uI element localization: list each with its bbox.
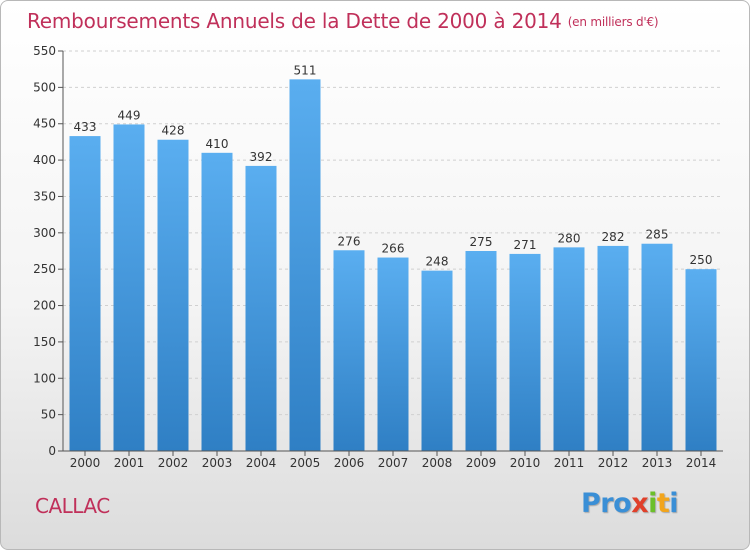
bar-value-label: 428 — [162, 124, 185, 138]
bar — [377, 257, 409, 451]
bar — [69, 136, 101, 451]
bar-value-label: 276 — [338, 234, 361, 248]
bar — [157, 139, 189, 451]
logo-letter: x — [631, 488, 649, 519]
y-tick-label: 200 — [33, 299, 56, 313]
bar-value-label: 449 — [118, 108, 141, 122]
x-tick-label: 2001 — [114, 456, 145, 470]
x-tick-label: 2002 — [158, 456, 189, 470]
logo-letter: P — [581, 488, 601, 519]
bar-value-label: 285 — [646, 228, 669, 242]
y-axis-ticks: 0 50 100 150 200 250 300 350 400 450 500 550 — [33, 44, 63, 458]
bar — [509, 253, 541, 451]
chart-unit: (en milliers d'€) — [567, 15, 659, 29]
x-tick-label: 2006 — [334, 456, 365, 470]
bar — [289, 79, 321, 451]
city-name: CALLAC — [35, 494, 110, 518]
y-tick-label: 500 — [33, 80, 56, 94]
chart-title: Remboursements Annuels de la Dette de 20… — [27, 9, 659, 33]
bar-value-label: 392 — [250, 150, 273, 164]
bars: 433 449 428 410 392 511 276 266 248 275 271 280 282 2… — [69, 63, 717, 452]
proxiti-logo: Proxiti — [581, 488, 679, 519]
bar-value-label: 250 — [690, 253, 713, 267]
bar-value-label: 275 — [470, 235, 493, 249]
y-tick-label: 0 — [48, 444, 56, 458]
bar — [465, 251, 497, 451]
bar-value-label: 280 — [558, 231, 581, 245]
x-axis-ticks: 2000 2001 2002 2003 2004 2005 2006 2007 2008 2009… — [70, 451, 717, 470]
bar-value-label: 282 — [602, 230, 625, 244]
bar — [641, 243, 673, 451]
bar — [201, 152, 233, 451]
x-tick-label: 2008 — [422, 456, 453, 470]
bar-value-label: 410 — [206, 137, 229, 151]
x-tick-label: 2007 — [378, 456, 409, 470]
bar — [685, 269, 717, 451]
x-tick-label: 2013 — [642, 456, 673, 470]
bar — [113, 124, 145, 452]
x-tick-label: 2011 — [554, 456, 585, 470]
x-tick-label: 2012 — [598, 456, 629, 470]
bar — [597, 245, 629, 451]
y-tick-label: 150 — [33, 335, 56, 349]
logo-letter: t — [656, 488, 670, 519]
chart-title-text: Remboursements Annuels de la Dette de 20… — [27, 9, 562, 33]
y-tick-label: 250 — [33, 262, 56, 276]
bar — [553, 247, 585, 451]
logo-letter: i — [669, 488, 679, 519]
y-tick-label: 450 — [33, 117, 56, 131]
y-tick-label: 400 — [33, 153, 56, 167]
y-tick-label: 300 — [33, 226, 56, 240]
bar — [421, 270, 453, 451]
x-tick-label: 2003 — [202, 456, 233, 470]
y-tick-label: 350 — [33, 189, 56, 203]
y-tick-label: 100 — [33, 371, 56, 385]
bar — [333, 250, 365, 451]
y-tick-label: 50 — [41, 408, 56, 422]
x-tick-label: 2014 — [686, 456, 717, 470]
x-tick-label: 2005 — [290, 456, 321, 470]
logo-letter: o — [613, 488, 632, 519]
x-tick-label: 2004 — [246, 456, 277, 470]
bar-value-label: 433 — [74, 120, 97, 134]
x-tick-label: 2010 — [510, 456, 541, 470]
bar-value-label: 511 — [294, 63, 317, 77]
bar-value-label: 248 — [426, 255, 449, 269]
bar — [245, 165, 277, 451]
y-tick-label: 550 — [33, 44, 56, 58]
x-tick-label: 2000 — [70, 456, 101, 470]
x-tick-label: 2009 — [466, 456, 497, 470]
logo-letter: r — [600, 488, 614, 519]
bar-value-label: 266 — [382, 242, 405, 256]
logo-letter: i — [648, 488, 657, 519]
bar-value-label: 271 — [514, 238, 537, 252]
